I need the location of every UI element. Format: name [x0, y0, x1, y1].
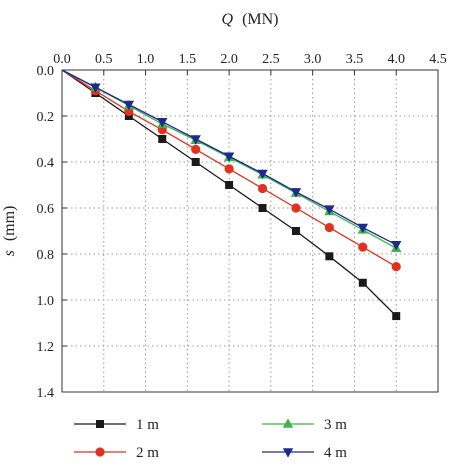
data-point	[291, 203, 301, 213]
data-point	[358, 242, 368, 252]
data-point	[224, 164, 234, 174]
data-point	[291, 227, 300, 235]
x-axis-title: Q (MN)	[222, 11, 279, 28]
legend-marker	[96, 420, 104, 428]
x-tick-label: 3.5	[346, 52, 364, 67]
data-point	[392, 312, 401, 321]
y-axis-variable: s	[1, 250, 18, 256]
series-1m	[61, 69, 401, 321]
x-tick-label: 0.5	[95, 52, 113, 67]
data-point	[190, 135, 201, 145]
y-tick-label: 0.6	[37, 202, 55, 217]
legend-item: 1 m	[74, 417, 159, 433]
data-point	[290, 188, 302, 198]
x-tick-label: 4.0	[387, 52, 405, 67]
data-point	[90, 83, 101, 93]
data-point	[157, 117, 168, 128]
data-point	[225, 181, 234, 189]
y-tick-label: 0.8	[37, 248, 55, 263]
axis-ticks: 0.0 0.5 1.0 1.5 2.0 2.5 3.0 3.5 4.0 4.5 0.0 0.2 0.4 0…	[37, 52, 447, 401]
data-point	[358, 278, 367, 287]
data-point	[391, 241, 402, 251]
x-tick-label: 3.0	[304, 52, 322, 67]
series-3m	[61, 69, 402, 253]
data-point	[191, 158, 200, 166]
data-point	[324, 222, 334, 233]
legend-marker	[282, 418, 294, 428]
legend: 1 m 2 m 3 m 4 m	[74, 417, 347, 461]
legend-item: 4 m	[262, 445, 347, 461]
data-point	[324, 205, 335, 215]
y-axis-title: s (mm)	[1, 206, 18, 257]
y-axis-unit: (mm)	[1, 206, 18, 242]
grid-lines	[62, 70, 438, 392]
x-tick-label: 0.0	[53, 52, 71, 67]
series-layer	[61, 69, 402, 321]
legend-item: 2 m	[74, 445, 159, 461]
legend-label: 1 m	[136, 417, 159, 433]
x-tick-label: 1.5	[179, 52, 197, 67]
data-point	[325, 252, 334, 261]
data-point	[223, 152, 235, 162]
data-point	[257, 169, 268, 180]
x-axis-unit: (MN)	[242, 11, 278, 28]
data-point	[357, 223, 368, 234]
y-tick-label: 0.4	[37, 156, 55, 171]
y-tick-label: 1.2	[37, 340, 55, 355]
y-tick-label: 0.2	[37, 110, 55, 125]
x-axis-variable: Q	[222, 11, 234, 28]
x-tick-label: 4.5	[429, 52, 447, 67]
y-tick-label: 1.0	[37, 294, 55, 309]
y-tick-label: 0.0	[37, 64, 55, 79]
data-point	[123, 100, 135, 111]
data-point	[191, 144, 201, 154]
data-point	[257, 183, 268, 194]
legend-marker	[95, 447, 105, 457]
legend-label: 3 m	[324, 417, 347, 433]
x-tick-label: 2.0	[220, 52, 238, 67]
series-4m	[61, 69, 402, 251]
series-2m	[61, 69, 401, 272]
x-tick-label: 2.5	[262, 52, 280, 67]
legend-marker	[282, 448, 294, 458]
data-point	[391, 262, 401, 272]
data-point	[258, 204, 267, 212]
x-tick-label: 1.0	[137, 52, 155, 67]
plot-frame	[61, 69, 439, 393]
data-point	[158, 135, 167, 143]
legend-item: 3 m	[262, 417, 347, 433]
legend-label: 2 m	[136, 445, 159, 461]
legend-label: 4 m	[324, 445, 347, 461]
y-tick-label: 1.4	[37, 386, 55, 401]
